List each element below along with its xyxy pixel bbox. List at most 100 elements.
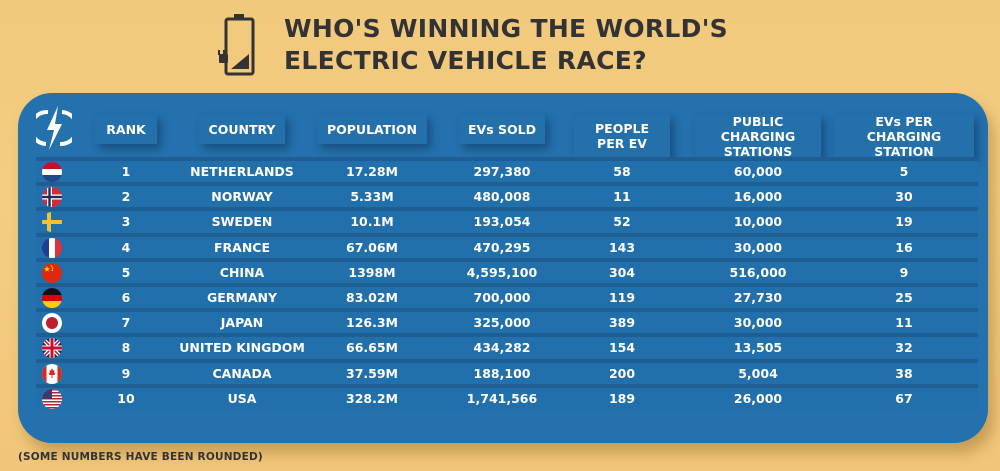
cell-rank: 2 (121, 189, 131, 205)
cell-people-per-ev: 189 (608, 390, 636, 406)
cell-evs-per-charging-station: 19 (895, 214, 913, 230)
cell-evs-per-charging-station: 25 (895, 290, 913, 305)
cell-population: 66.65M (346, 340, 398, 356)
title-line-2: ELECTRIC VEHICLE RACE? (284, 46, 647, 75)
cell-evs-sold: 193,054 (473, 214, 531, 230)
column-header-country: COUNTRY (199, 114, 285, 144)
table-row: 2 NORWAY 5.33M 480,008 11 16,000 30 (36, 186, 978, 209)
column-header-rank: RANK (95, 114, 157, 144)
cell-people-per-ev: 304 (608, 264, 636, 280)
cell-public-charging-stations: 26,000 (733, 390, 783, 406)
table-row: 5 CHINA 1398M 4,595,100 304 516,000 9 (36, 261, 978, 284)
cell-public-charging-stations: 60,000 (733, 164, 783, 179)
cell-rank: 10 (117, 390, 135, 406)
cell-public-charging-stations: 5,004 (738, 365, 778, 381)
cell-rank: 9 (121, 365, 131, 381)
cell-rank: 5 (121, 264, 131, 280)
cell-evs-sold: 480,008 (473, 189, 531, 205)
title-line-1: WHO'S WINNING THE WORLD'S (284, 14, 728, 43)
canada-flag-icon (42, 363, 62, 384)
cell-population: 126.3M (346, 315, 398, 331)
cell-public-charging-stations: 13,505 (733, 340, 783, 356)
table-row: 7 JAPAN 126.3M 325,000 389 30,000 11 (36, 312, 978, 335)
cell-evs-sold: 1,741,566 (466, 390, 538, 406)
cell-people-per-ev: 119 (608, 290, 636, 305)
cell-population: 5.33M (350, 189, 394, 205)
cell-rank: 1 (121, 164, 131, 179)
footnote: (SOME NUMBERS HAVE BEEN ROUNDED) (18, 451, 263, 463)
cell-people-per-ev: 154 (608, 340, 636, 356)
lightning-bolt-icon (36, 106, 72, 150)
cell-country: FRANCE (213, 239, 271, 255)
cell-people-per-ev: 52 (613, 214, 631, 230)
cell-country: SWEDEN (211, 214, 273, 230)
cell-evs-per-charging-station: 32 (895, 340, 913, 356)
cell-evs-per-charging-station: 9 (899, 264, 909, 280)
cell-people-per-ev: 11 (613, 189, 631, 205)
france-flag-icon (42, 237, 62, 258)
cell-public-charging-stations: 10,000 (733, 214, 783, 230)
table-row: 10 USA 328.2M 1,741,566 189 26,000 67 (36, 387, 978, 410)
cell-evs-sold: 470,295 (473, 239, 531, 255)
cell-public-charging-stations: 30,000 (733, 315, 783, 331)
cell-rank: 3 (121, 214, 131, 230)
table-row: 6 GERMANY 83.02M 700,000 119 27,730 25 (36, 287, 978, 309)
cell-evs-sold: 188,100 (473, 365, 531, 381)
cell-evs-per-charging-station: 16 (895, 239, 913, 255)
cell-country: UNITED KINGDOM (179, 340, 305, 356)
germany-flag-icon (42, 288, 62, 308)
cell-population: 10.1M (350, 214, 394, 230)
cell-evs-per-charging-station: 5 (899, 164, 909, 179)
cell-country: NORWAY (211, 189, 273, 205)
cell-population: 83.02M (346, 290, 398, 305)
sweden-flag-icon (42, 212, 62, 233)
cell-country: NETHERLANDS (190, 164, 294, 179)
header: WHO'S WINNING THE WORLD'S ELECTRIC VEHIC… (218, 10, 728, 80)
cell-people-per-ev: 58 (613, 164, 631, 179)
column-header-public-charging-stations: PUBLIC CHARGING STATIONS (695, 114, 821, 159)
battery-charging-icon (218, 14, 255, 76)
cell-public-charging-stations: 27,730 (733, 290, 783, 305)
table-row: 9 CANADA 37.59M 188,100 200 5,004 38 (36, 362, 978, 385)
cell-public-charging-stations: 516,000 (729, 264, 787, 280)
cell-evs-sold: 297,380 (473, 164, 531, 179)
cell-evs-sold: 434,282 (473, 340, 531, 356)
cell-country: GERMANY (206, 290, 278, 305)
netherlands-flag-icon (42, 162, 62, 182)
cell-evs-sold: 325,000 (473, 315, 531, 331)
page-title: WHO'S WINNING THE WORLD'S ELECTRIC VEHIC… (284, 13, 728, 77)
cell-population: 1398M (348, 264, 396, 280)
cell-evs-per-charging-station: 11 (895, 315, 913, 331)
cell-rank: 6 (121, 290, 131, 305)
cell-population: 67.06M (346, 239, 398, 255)
norway-flag-icon (42, 187, 62, 208)
japan-flag-icon (42, 313, 62, 334)
cell-country: JAPAN (220, 315, 264, 331)
cell-evs-sold: 700,000 (473, 290, 531, 305)
table-row: 3 SWEDEN 10.1M 193,054 52 10,000 19 (36, 211, 978, 234)
cell-population: 37.59M (346, 365, 398, 381)
table-row: 8 UNITED KINGDOM 66.65M 434,282 154 13,505 32 (36, 337, 978, 360)
column-header-evs-sold: EVs SOLD (459, 114, 545, 144)
table-row: 4 FRANCE 67.06M 470,295 143 30,000 16 (36, 236, 978, 259)
cell-population: 328.2M (346, 390, 398, 406)
cell-public-charging-stations: 16,000 (733, 189, 783, 205)
cell-country: USA (227, 390, 257, 406)
usa-flag-icon (42, 388, 62, 409)
column-header-evs-per-charging-station: EVs PER CHARGING STATION (834, 114, 974, 159)
cell-evs-per-charging-station: 67 (895, 390, 913, 406)
cell-people-per-ev: 200 (608, 365, 636, 381)
cell-evs-sold: 4,595,100 (466, 264, 538, 280)
cell-rank: 8 (121, 340, 131, 356)
cell-rank: 4 (121, 239, 131, 255)
uk-flag-icon (42, 338, 62, 359)
cell-people-per-ev: 389 (608, 315, 636, 331)
column-header-people-per-ev: PEOPLE PER EV (574, 114, 670, 158)
cell-people-per-ev: 143 (608, 239, 636, 255)
column-header-population: POPULATION (317, 114, 427, 144)
china-flag-icon (42, 262, 62, 283)
cell-public-charging-stations: 30,000 (733, 239, 783, 255)
cell-rank: 7 (121, 315, 131, 331)
table-row: 1 NETHERLANDS 17.28M 297,380 58 60,000 5 (36, 161, 978, 183)
cell-evs-per-charging-station: 38 (895, 365, 913, 381)
